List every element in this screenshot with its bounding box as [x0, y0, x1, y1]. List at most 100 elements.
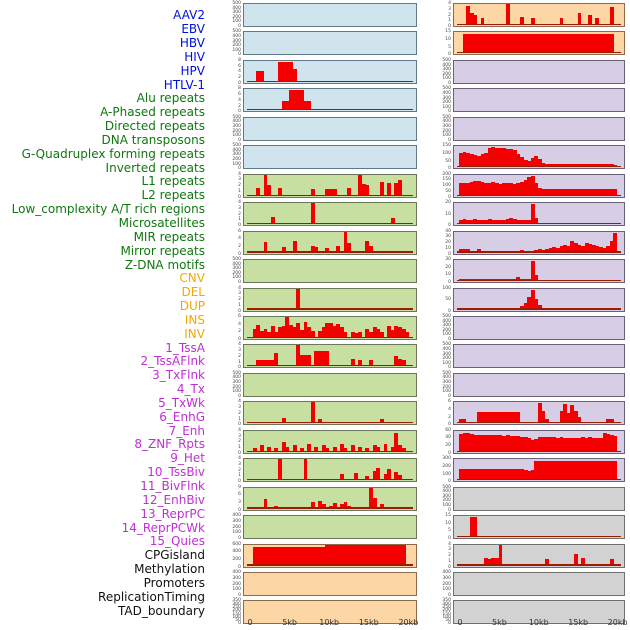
y-tick-label: 100 — [232, 388, 241, 394]
bar — [541, 34, 546, 54]
bar — [259, 330, 264, 338]
bar — [484, 34, 488, 54]
y-tick-label: 200 — [442, 497, 451, 503]
bar — [379, 504, 384, 509]
bar — [606, 189, 611, 196]
x-tick-label: 20kb — [398, 618, 419, 627]
y-tick-label: 300 — [442, 493, 451, 499]
y-tick-label: 5 — [448, 527, 451, 533]
bar — [505, 4, 510, 25]
bar — [494, 411, 499, 424]
bar — [307, 100, 312, 111]
y-tick-label: 15 — [445, 28, 451, 34]
bar — [491, 34, 496, 54]
bar — [599, 460, 603, 481]
y-tick-label: 0 — [238, 165, 241, 171]
bar — [584, 164, 589, 168]
y-tick-label: 300 — [232, 151, 241, 157]
bar — [494, 558, 499, 566]
bar — [387, 326, 392, 338]
y-tick-label: 15 — [445, 512, 451, 518]
bar — [509, 149, 514, 168]
bar — [484, 219, 488, 225]
bar — [584, 34, 589, 54]
plot-area — [454, 345, 624, 367]
bar — [473, 154, 478, 168]
y-tick-label: 30 — [445, 233, 451, 239]
plot-area — [454, 61, 624, 83]
bar — [613, 232, 618, 253]
y-tick-label: 0 — [448, 535, 451, 541]
bar — [527, 470, 532, 481]
bar — [563, 438, 567, 452]
bar — [369, 487, 373, 509]
y-tick-label: 0 — [448, 563, 451, 569]
bar — [538, 403, 542, 424]
plot-area — [244, 231, 416, 254]
bar — [325, 323, 330, 338]
bar — [534, 460, 539, 481]
bar — [581, 164, 585, 168]
y-tick-label: 400 — [442, 118, 451, 124]
track-panel-mirror-repeats — [243, 486, 417, 511]
track-panel-tad-boundary — [453, 600, 625, 625]
bar — [530, 204, 535, 225]
bar — [281, 326, 286, 338]
bar — [281, 247, 286, 253]
track-panel-directed-repeats — [243, 230, 417, 255]
bar — [358, 174, 363, 196]
y-tick-label: 500 — [232, 370, 241, 376]
bar — [606, 164, 611, 168]
track-label-l2-repeats: L2 repeats — [141, 188, 206, 203]
baseline — [247, 222, 413, 225]
bar — [379, 182, 384, 196]
bar — [274, 353, 279, 367]
track-label-methylation: Methylation — [134, 562, 205, 577]
bar — [559, 188, 564, 196]
bar — [372, 470, 377, 481]
track-panel-aav2 — [243, 3, 417, 27]
track-label-replicationtiming: ReplicationTiming — [98, 589, 205, 604]
bar — [581, 34, 585, 54]
y-tick-label: 500 — [442, 341, 451, 347]
y-tick-label: 3 — [238, 404, 241, 410]
y-tick-label: 100 — [442, 182, 451, 188]
bar — [339, 545, 344, 566]
bar — [339, 473, 344, 481]
bar — [505, 218, 510, 225]
bar — [563, 164, 567, 168]
plot-area — [454, 232, 624, 254]
bar — [609, 34, 614, 54]
bar — [498, 544, 503, 566]
bar — [332, 503, 337, 509]
y-tick-label: 2 — [448, 552, 451, 558]
baseline — [247, 479, 413, 481]
y-tick-label: 300 — [232, 37, 241, 43]
y-tick-label: 500 — [442, 114, 451, 120]
y-tick-label: 400 — [232, 374, 241, 380]
bar — [318, 547, 323, 566]
y-tick-label: 20 — [445, 442, 451, 448]
bar — [361, 184, 366, 196]
bar — [350, 331, 355, 338]
y-tick-label: 500 — [442, 57, 451, 63]
bar — [584, 189, 589, 196]
y-tick-label: 6 — [238, 313, 241, 319]
y-tick-label: 0 — [448, 51, 451, 57]
bar — [591, 164, 596, 168]
bar — [577, 34, 582, 54]
y-tick-label: 400 — [442, 317, 451, 323]
bar — [602, 164, 607, 168]
y-tick-label: 100 — [232, 18, 241, 24]
bar — [520, 182, 524, 196]
bar — [387, 468, 392, 481]
y-tick-label: 100 — [232, 132, 241, 138]
y-tick-label: 400 — [442, 346, 451, 352]
y-tick-label: 1 — [238, 415, 241, 421]
y-tick-label: 0 — [448, 450, 451, 455]
plot-area — [244, 260, 416, 282]
bar — [516, 469, 521, 481]
bar — [541, 189, 546, 196]
bar — [369, 331, 373, 338]
bar — [473, 469, 478, 481]
